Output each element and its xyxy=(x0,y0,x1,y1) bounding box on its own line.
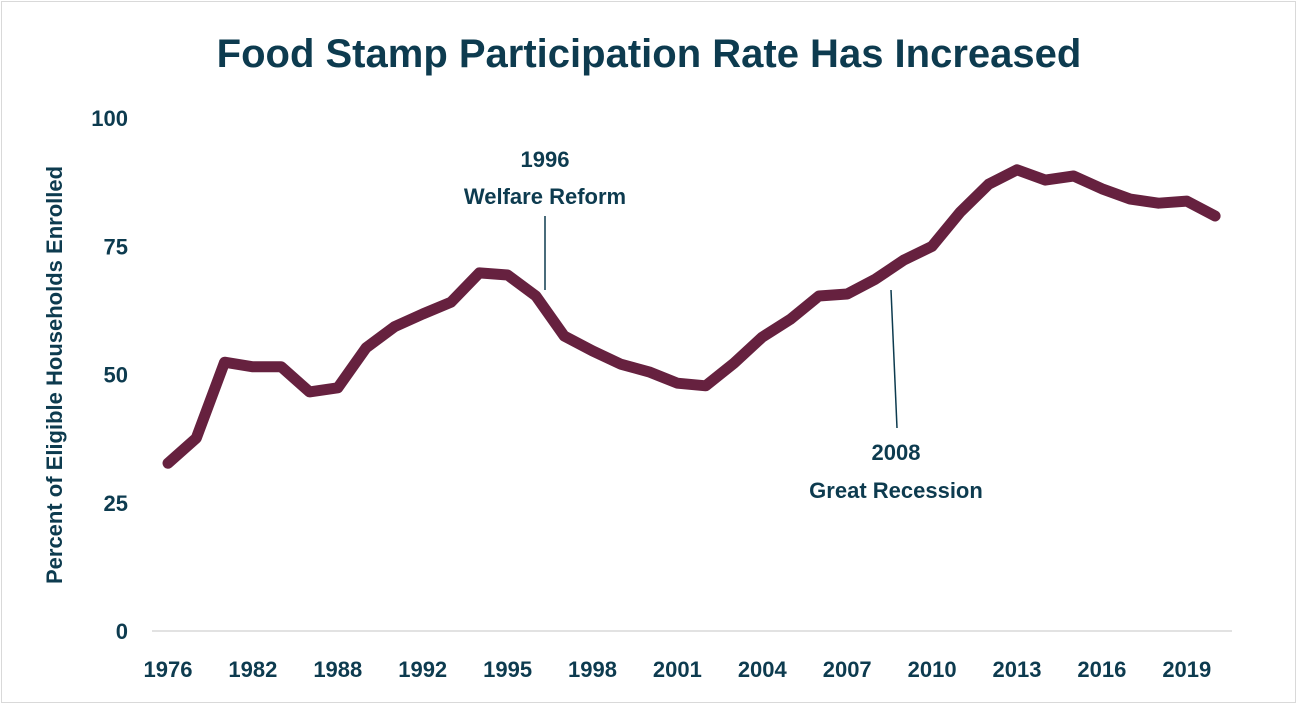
x-tick-label: 2010 xyxy=(908,657,957,682)
y-tick-label: 25 xyxy=(104,491,128,516)
annotation-2008-year: 2008 xyxy=(872,440,921,465)
x-tick-label: 2013 xyxy=(993,657,1042,682)
y-axis-label: Percent of Eligible Households Enrolled xyxy=(42,166,67,584)
y-tick-label: 0 xyxy=(116,619,128,644)
x-tick-label: 2019 xyxy=(1162,657,1211,682)
x-tick-label: 1988 xyxy=(313,657,362,682)
x-tick-label: 2007 xyxy=(823,657,872,682)
chart-title: Food Stamp Participation Rate Has Increa… xyxy=(217,32,1082,76)
y-tick-label: 100 xyxy=(91,106,128,131)
x-tick-label: 1976 xyxy=(144,657,193,682)
series-line xyxy=(162,164,1221,469)
annotation-2008-label: Great Recession xyxy=(809,478,983,503)
x-tick-label: 2016 xyxy=(1077,657,1126,682)
x-tick-label: 1995 xyxy=(483,657,532,682)
y-tick-label: 50 xyxy=(104,363,128,388)
x-tick-label: 1998 xyxy=(568,657,617,682)
annotation-1996-year: 1996 xyxy=(521,147,570,172)
annotation-1996-label: Welfare Reform xyxy=(464,184,626,209)
x-tick-label: 2004 xyxy=(738,657,788,682)
x-tick-label: 1992 xyxy=(398,657,447,682)
x-tick-label: 2001 xyxy=(653,657,702,682)
annotation-2008-leader xyxy=(890,289,898,429)
x-tick-label: 1982 xyxy=(228,657,277,682)
y-tick-label: 75 xyxy=(104,234,128,259)
